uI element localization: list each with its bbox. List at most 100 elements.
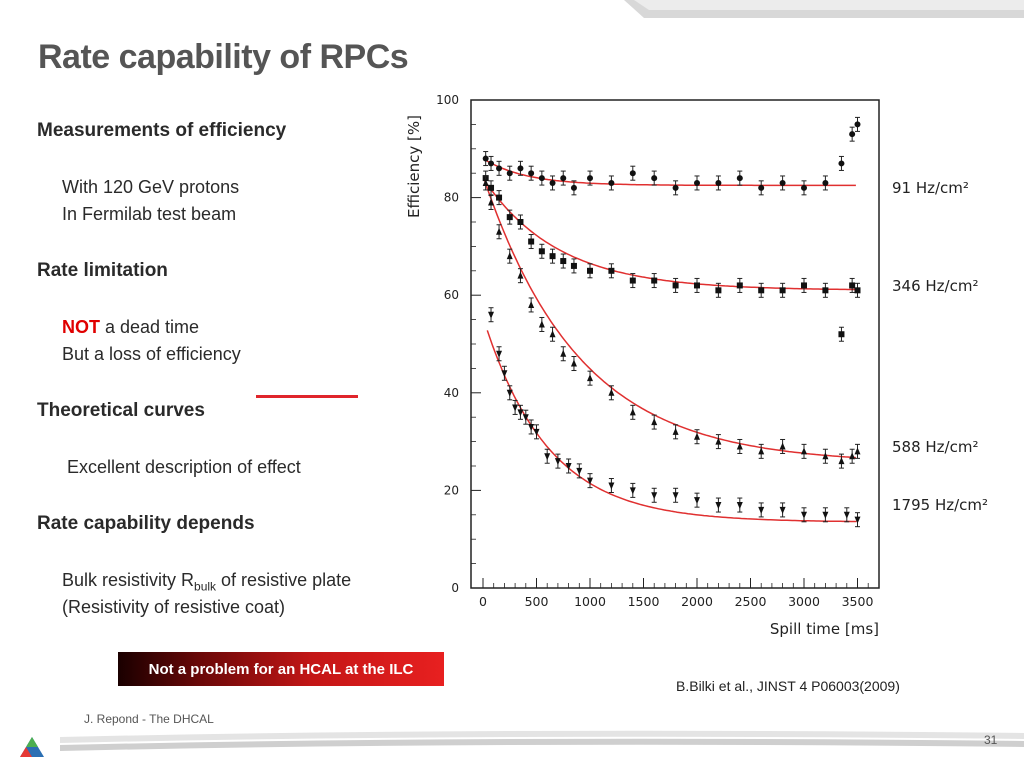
marker-square xyxy=(694,282,700,289)
data-point xyxy=(570,258,577,274)
marker-triangle-down xyxy=(736,502,743,510)
marker-triangle-down xyxy=(822,511,829,519)
marker-triangle-up xyxy=(482,178,489,186)
data-point xyxy=(849,277,856,293)
marker-circle xyxy=(651,175,658,182)
data-point xyxy=(651,170,658,186)
x-tick-label: 3500 xyxy=(842,594,874,609)
data-point xyxy=(506,248,513,264)
marker-triangle-up xyxy=(506,252,513,260)
marker-circle xyxy=(672,184,679,191)
x-tick-label: 0 xyxy=(479,594,487,609)
data-point xyxy=(587,473,593,489)
marker-circle xyxy=(758,184,765,191)
data-point xyxy=(528,297,535,313)
data-point xyxy=(715,282,722,298)
heading-rate-limitation: Rate limitation xyxy=(37,260,168,281)
x-tick-label: 1000 xyxy=(574,594,606,609)
marker-circle xyxy=(629,170,636,177)
marker-square xyxy=(801,282,807,289)
data-point xyxy=(758,180,765,196)
marker-circle xyxy=(549,179,556,186)
data-point xyxy=(838,453,845,469)
top-decoration xyxy=(624,0,1024,18)
series-label-91: 91 Hz/cm² xyxy=(892,179,969,197)
marker-square xyxy=(488,184,495,191)
data-point xyxy=(570,180,577,196)
data-point xyxy=(506,165,513,181)
bulk-post: of resistive plate xyxy=(216,570,352,590)
data-point xyxy=(801,180,807,196)
marker-triangle-up xyxy=(715,437,722,445)
y-tick-label: 0 xyxy=(451,581,459,595)
marker-square xyxy=(608,267,615,274)
data-point xyxy=(715,175,722,191)
text-protons: With 120 GeV protons xyxy=(62,177,240,197)
data-point xyxy=(538,170,545,186)
marker-triangle-down xyxy=(843,511,850,519)
data-point xyxy=(629,482,636,498)
marker-triangle-down xyxy=(587,477,593,485)
data-point xyxy=(549,326,556,342)
data-point xyxy=(758,282,765,298)
marker-circle xyxy=(849,131,856,138)
data-point xyxy=(758,443,765,459)
marker-triangle-up xyxy=(538,320,545,328)
marker-triangle-up xyxy=(651,418,658,426)
marker-circle xyxy=(736,175,743,182)
marker-triangle-up xyxy=(488,198,495,206)
marker-square xyxy=(496,194,503,201)
marker-triangle-down xyxy=(629,487,636,495)
marker-square xyxy=(838,331,845,338)
marker-square xyxy=(651,277,658,284)
data-point xyxy=(854,282,861,298)
marker-square xyxy=(560,258,567,265)
marker-triangle-up xyxy=(838,457,845,465)
data-point xyxy=(488,155,495,171)
marker-triangle-down xyxy=(854,516,861,524)
data-point xyxy=(779,175,786,191)
data-point xyxy=(629,273,636,289)
marker-circle xyxy=(496,165,503,172)
marker-triangle-down xyxy=(715,502,722,510)
marker-square xyxy=(758,287,765,294)
data-point xyxy=(736,277,743,293)
data-point xyxy=(822,175,829,191)
data-point xyxy=(587,170,593,186)
data-point xyxy=(779,438,786,454)
data-point xyxy=(822,448,829,464)
data-point xyxy=(608,263,615,279)
data-point xyxy=(822,507,829,523)
marker-triangle-up xyxy=(570,359,577,367)
data-point xyxy=(496,160,503,176)
marker-square xyxy=(506,214,513,221)
data-point xyxy=(482,151,489,167)
data-point xyxy=(528,419,535,435)
x-axis-label: Spill time [ms] xyxy=(770,620,879,638)
data-point xyxy=(694,429,700,445)
marker-circle xyxy=(488,160,495,167)
data-point xyxy=(608,478,615,494)
page-number: 31 xyxy=(984,733,998,747)
x-tick-label: 1500 xyxy=(628,594,660,609)
data-point xyxy=(715,497,722,513)
data-point xyxy=(854,116,861,132)
marker-triangle-up xyxy=(496,227,503,235)
data-point xyxy=(587,370,593,386)
marker-square xyxy=(587,267,593,274)
data-point xyxy=(608,175,615,191)
x-tick-label: 500 xyxy=(525,594,549,609)
heading-measurements: Measurements of efficiency xyxy=(37,120,287,141)
marker-triangle-down xyxy=(576,467,583,475)
heading-theoretical-curves: Theoretical curves xyxy=(37,400,205,421)
marker-triangle-down xyxy=(501,370,508,378)
data-point xyxy=(672,424,679,440)
series-label-346: 346 Hz/cm² xyxy=(892,277,979,295)
data-point xyxy=(506,385,513,401)
efficiency-chart: 0 500 1000 1500 2000 2500 3000 3500 0 20 40 60 80 100… xyxy=(405,93,880,638)
data-point xyxy=(736,497,743,513)
data-point xyxy=(482,175,489,191)
data-point xyxy=(528,165,535,181)
data-point xyxy=(544,448,551,464)
data-point xyxy=(560,253,567,269)
